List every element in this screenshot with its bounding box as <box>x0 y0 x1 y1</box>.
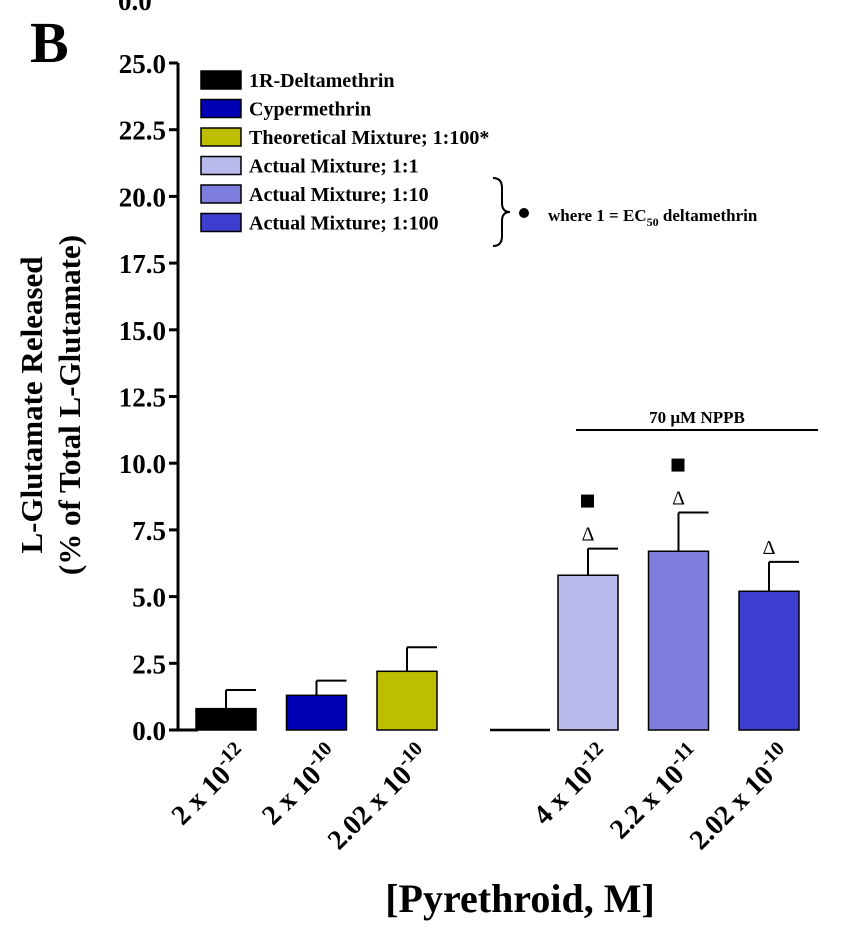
y-tick-label: 5.0 <box>132 583 166 613</box>
x-tick-label: 2.02 x 10-10 <box>318 737 437 856</box>
nppb-bracket-label: 70 µM NPPB <box>649 408 745 427</box>
y-tick-label: 0.0 <box>132 716 166 746</box>
bar-4 <box>647 550 710 731</box>
y-tick-label: 17.5 <box>119 249 166 279</box>
y-axis-title-line1: L-Glutamate Released <box>14 256 49 553</box>
y-tick-label: 25.0 <box>119 49 166 79</box>
significance-markers: Δ Δ Δ <box>581 458 776 559</box>
nppb-bracket: 70 µM NPPB <box>576 408 818 431</box>
legend-label: Actual Mixture; 1:1 <box>249 156 419 178</box>
y-tick-label: 15.0 <box>119 316 166 346</box>
legend-swatch <box>200 98 242 119</box>
bar-5 <box>738 590 800 731</box>
legend-label: Actual Mixture; 1:100 <box>249 213 439 235</box>
legend-label: Theoretical Mixture; 1:100* <box>249 127 489 149</box>
brace-note: where 1 = EC50 deltamethrin <box>548 206 758 229</box>
legend-label: Cypermethrin <box>249 99 371 121</box>
y-tick-label: 10.0 <box>119 449 166 479</box>
legend-brace: where 1 = EC50 deltamethrin <box>492 177 758 247</box>
panel-label: B <box>30 10 69 75</box>
legend-label: 1R-Deltamethrin <box>249 70 395 92</box>
y-tick-label: 7.5 <box>132 516 166 546</box>
square-marker <box>671 458 685 472</box>
delta-marker: Δ <box>582 524 595 546</box>
y-tick-label: 22.5 <box>119 116 166 146</box>
legend-swatch <box>200 155 242 176</box>
bullet-icon <box>519 208 529 218</box>
x-tick-label: 2 x 10-10 <box>253 737 347 831</box>
x-tick-label: 4 x 10-12 <box>524 737 618 831</box>
y-tick-label: 12.5 <box>119 383 166 413</box>
y-tick-label: 20.0 <box>119 182 166 212</box>
legend-swatch <box>200 184 242 204</box>
y-tick-label: 2.5 <box>132 649 166 679</box>
x-axis-title: [Pyrethroid, M] <box>385 876 655 921</box>
x-tick-label: 2.02 x 10-10 <box>680 737 799 856</box>
delta-marker: Δ <box>763 537 776 559</box>
x-tick-label: 2 x 10-12 <box>162 737 256 831</box>
bars-group <box>195 511 800 732</box>
bar-1 <box>285 694 348 731</box>
bar-2 <box>376 670 438 731</box>
top-fragment: 0.0 <box>118 0 152 16</box>
y-axis-title: L-Glutamate Released (% of Total L-Gluta… <box>14 235 87 575</box>
y-axis-title-line2: (% of Total L-Glutamate) <box>52 235 87 575</box>
legend: 1R-Deltamethrin Cypermethrin Theoretical M… <box>200 70 489 235</box>
legend-swatch <box>200 212 242 233</box>
bar-0 <box>195 707 257 731</box>
bar-3 <box>557 574 619 731</box>
y-axis: 0.0 2.5 5.0 7.5 10.0 12.5 15.0 17.5 20.0 22.5 25.0 <box>119 49 198 746</box>
legend-swatch <box>200 70 242 90</box>
legend-label: Actual Mixture; 1:10 <box>249 184 429 206</box>
legend-swatch <box>200 127 242 147</box>
x-tick-labels: 2 x 10-122 x 10-102.02 x 10-104 x 10-122… <box>162 737 799 856</box>
brace-icon <box>492 177 511 247</box>
square-marker <box>581 494 594 508</box>
delta-marker: Δ <box>672 488 685 510</box>
